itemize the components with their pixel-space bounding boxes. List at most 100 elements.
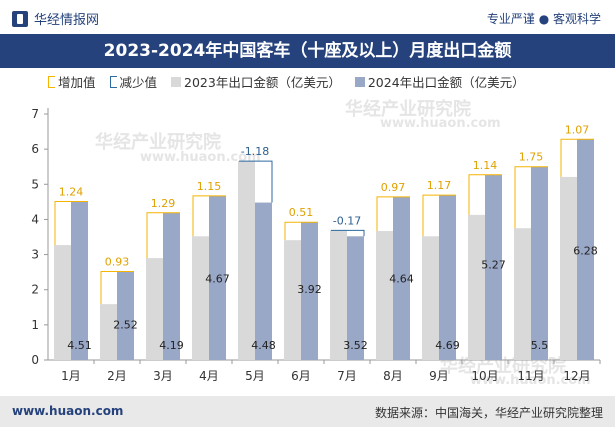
decrease-value-label: -0.17 [333,214,361,227]
value-label-2024: 4.69 [435,339,460,352]
bar-2024 [71,201,88,360]
x-tick-label: 4月 [199,369,219,383]
x-tick-label: 6月 [291,369,311,383]
legend-label-decrease: 减少值 [119,75,158,90]
chart-legend: 增加值 减少值 2023年出口金额（亿美元） 2024年出口金额（亿美元） [48,72,525,91]
y-tick-label: 7 [31,107,39,121]
watermark: www.huaon.com [470,373,591,388]
site-logo[interactable]: 华经情报网 [12,9,99,28]
value-label-2024: 6.28 [573,245,598,258]
value-label-2024: 4.51 [67,339,92,352]
logo-icon [12,10,28,27]
bar-2023 [376,231,393,360]
decrease-bracket [331,229,365,237]
x-tick-label: 5月 [245,369,265,383]
footer: www.huaon.com 数据来源：中国海关，华经产业研究院整理 [0,396,615,427]
value-label-2024: 3.92 [297,283,322,296]
bar-2023 [100,304,117,360]
value-label-2024: 5.5 [531,339,549,352]
bar-2023 [560,176,577,360]
x-tick-label: 11月 [517,369,544,383]
bar-2023 [422,236,439,360]
bar-2024 [577,139,594,360]
decrease-value-label: -1.18 [241,145,269,158]
x-tick-label: 3月 [153,369,173,383]
watermark: 华经产业研究院 [345,99,471,120]
chart-title: 2023-2024年中国客车（十座及以上）月度出口金额 [0,34,615,68]
x-tick-label: 1月 [61,369,81,383]
y-tick-label: 5 [31,177,39,191]
y-tick-label: 6 [31,142,39,156]
y-tick-label: 3 [31,248,39,262]
watermark: www.huaon.com [380,116,501,131]
increase-bracket [146,212,180,259]
bar-2023 [238,161,255,360]
decrease-bracket-icon [109,75,117,88]
increase-value-label: 0.93 [105,255,130,268]
increase-value-label: 1.14 [473,159,498,172]
value-label-2024: 4.67 [205,273,230,286]
x-tick-label: 8月 [383,369,403,383]
bar-2024 [301,222,318,360]
increase-value-label: 1.15 [197,180,222,193]
bar-2024 [347,236,364,360]
bar-2023 [54,245,71,360]
x-tick-label: 12月 [563,369,590,383]
legend-label-2023: 2023年出口金额（亿美元） [184,75,341,90]
legend-item-decrease: 减少值 [109,72,158,91]
decrease-bracket [239,160,273,203]
increase-bracket [468,174,502,215]
increase-bracket [560,138,594,177]
legend-label-2024: 2024年出口金额（亿美元） [367,75,525,90]
legend-item-2024: 2024年出口金额（亿美元） [354,72,525,91]
increase-value-label: 1.29 [151,197,176,210]
increase-bracket [376,196,410,232]
increase-value-label: 1.75 [519,151,544,164]
bar-2023 [192,236,209,360]
increase-bracket [100,270,134,305]
footer-url[interactable]: www.huaon.com [12,404,124,418]
increase-value-label: 0.97 [381,181,406,194]
bar-2023 [146,258,163,360]
legend-item-increase: 增加值 [48,72,96,91]
increase-bracket [54,201,88,246]
increase-bracket [422,194,456,237]
bar-2023 [330,230,347,360]
x-tick-label: 7月 [337,369,357,383]
watermark: 华经产业研究院 [95,132,221,153]
value-label-2024: 4.48 [251,339,276,352]
y-tick-label: 4 [31,212,39,226]
y-tick-label: 0 [31,353,39,367]
top-bar: 华经情报网 专业严谨 ● 客观科学 [0,0,615,34]
x-tick-label: 2月 [107,369,127,383]
bar-2023 [468,214,485,360]
value-label-2024: 2.52 [113,318,138,331]
y-tick-label: 2 [31,283,39,297]
bar-2023 [514,228,531,360]
increase-value-label: 1.24 [59,186,84,199]
bar-2024 [255,202,272,360]
site-name: 华经情报网 [34,13,100,28]
bar-2024 [163,212,180,360]
bar-2024 [485,174,502,360]
value-label-2024: 4.64 [389,273,414,286]
increase-value-label: 0.51 [289,206,314,219]
bar-2023 [284,240,301,360]
value-label-2024: 3.52 [343,339,368,352]
swatch-2023-icon [171,76,182,87]
bar-2024 [209,195,226,360]
increase-value-label: 1.07 [565,123,590,136]
y-tick-label: 1 [31,318,39,332]
legend-item-2023: 2023年出口金额（亿美元） [171,72,341,91]
value-label-2024: 5.27 [481,259,506,272]
x-tick-label: 10月 [471,369,498,383]
watermark: www.huaon.com [140,150,261,165]
bar-chart: 0 1 2 3 4 5 6 7 1.24 4.51 1月 0.93 2.52 2月 1.29 4.19 3月 1.… [31,107,601,383]
increase-bracket [514,166,548,229]
increase-bracket [284,221,318,241]
increase-value-label: 1.17 [427,179,452,192]
increase-bracket-icon [48,75,55,88]
bar-2024 [117,271,134,360]
value-label-2024: 4.19 [159,339,184,352]
slogan: 专业严谨 ● 客观科学 [486,12,601,26]
